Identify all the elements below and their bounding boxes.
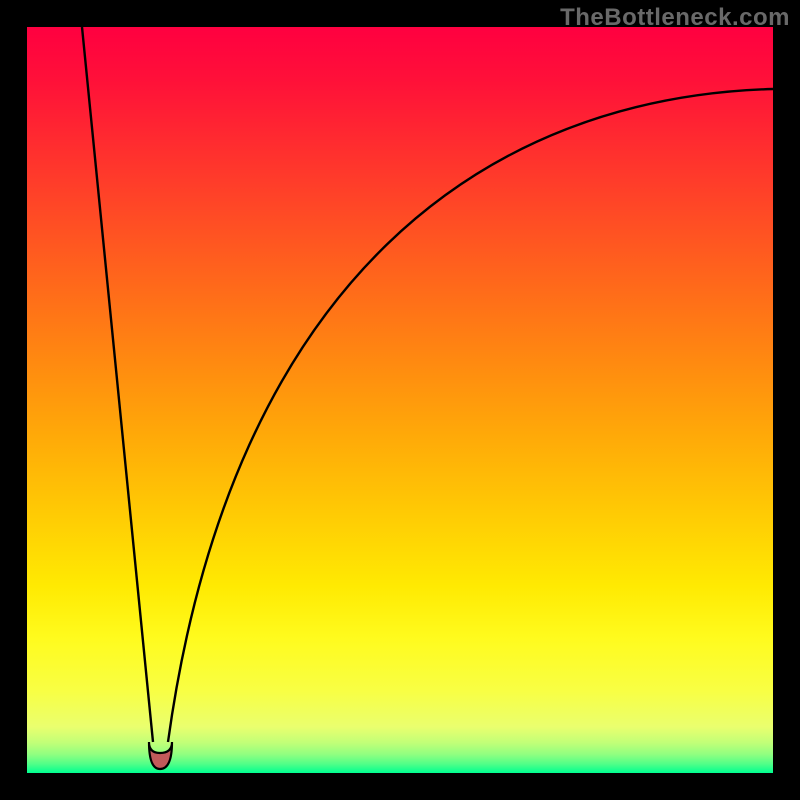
curve-left-branch [82,27,153,742]
site-watermark: TheBottleneck.com [560,4,790,32]
curve-overlay [27,27,773,773]
plot-area [27,27,773,773]
minimum-blob [149,742,172,769]
chart-frame: TheBottleneck.com [0,0,800,800]
curve-right-branch [168,89,773,742]
